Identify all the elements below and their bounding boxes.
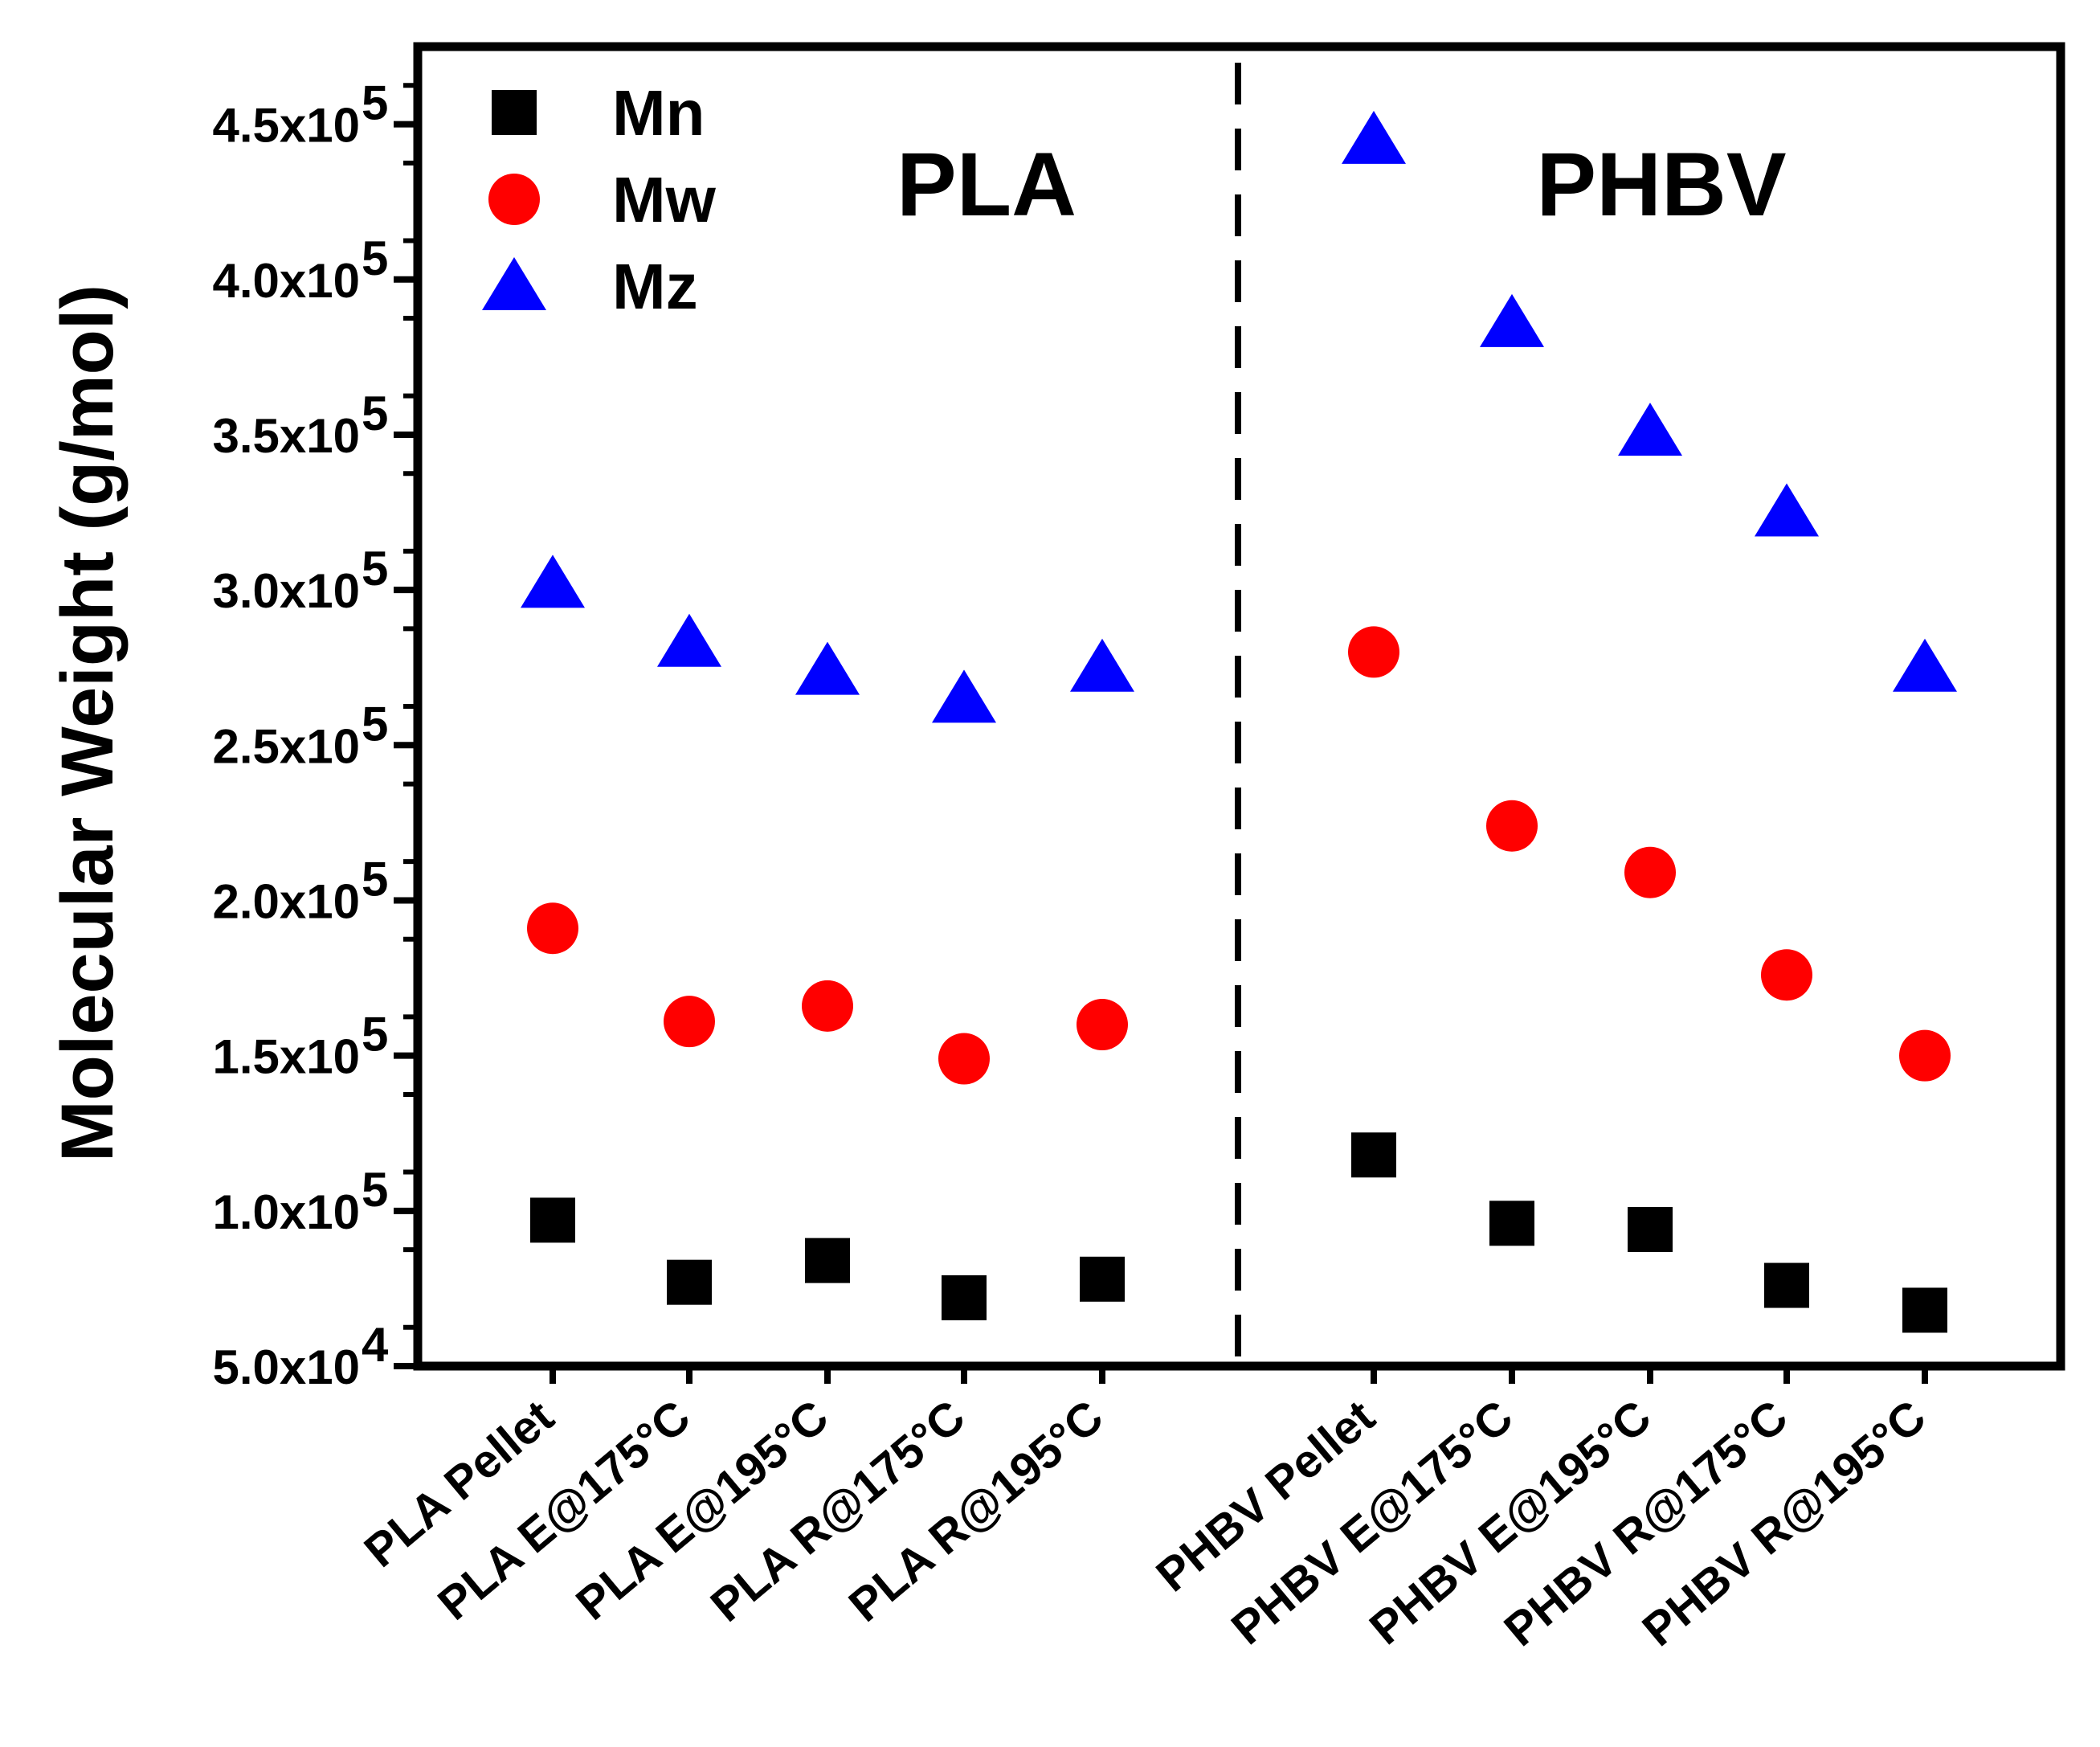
marker-mw — [1899, 1029, 1951, 1082]
y-tick-label: 5.0x10 — [212, 1340, 360, 1394]
marker-mn — [1902, 1287, 1947, 1333]
group-label-pla: PLA — [897, 134, 1077, 235]
y-tick-label: 3.0x10 — [212, 564, 360, 618]
marker-mw — [664, 996, 715, 1048]
y-axis-title: Molecular Weight (g/mol) — [47, 284, 129, 1162]
marker-mn — [1351, 1132, 1396, 1178]
marker-mn — [1489, 1201, 1534, 1246]
y-tick-exponent: 5 — [362, 542, 388, 595]
y-tick-label: 2.0x10 — [212, 874, 360, 928]
y-tick-label: 3.5x10 — [212, 409, 360, 463]
marker-mz — [657, 613, 721, 667]
marker-mz — [1342, 110, 1406, 164]
legend-marker-mw — [488, 174, 540, 225]
y-tick-exponent: 5 — [362, 852, 388, 906]
marker-mz — [521, 554, 585, 608]
group-label-phbv: PHBV — [1536, 134, 1786, 235]
marker-mz — [1893, 638, 1957, 692]
y-tick-label: 2.5x10 — [212, 719, 360, 773]
y-tick-exponent: 5 — [362, 231, 388, 285]
marker-mn — [942, 1275, 987, 1321]
marker-mw — [1624, 846, 1676, 898]
plot-frame — [413, 42, 2065, 1371]
legend-marker-mz — [482, 257, 546, 310]
legend: Mn Mw Mz — [482, 77, 717, 322]
y-tick-exponent: 5 — [362, 1008, 388, 1062]
y-tick-exponent: 5 — [362, 1163, 388, 1217]
legend-marker-mn — [492, 90, 537, 135]
marker-mz — [1480, 293, 1544, 347]
marker-mw — [938, 1033, 990, 1085]
y-tick-exponent: 5 — [362, 697, 388, 751]
marker-mw — [1486, 800, 1538, 852]
marker-mw — [1761, 949, 1812, 1001]
y-tick-exponent: 4 — [362, 1318, 389, 1372]
marker-mw — [527, 902, 578, 955]
marker-mn — [1628, 1207, 1673, 1253]
marker-mz — [1070, 638, 1134, 692]
legend-label-mz: Mz — [612, 251, 698, 322]
marker-mn — [805, 1238, 850, 1283]
marker-mz — [795, 641, 860, 695]
marker-mn — [1080, 1256, 1125, 1302]
marker-mn — [530, 1197, 575, 1243]
marker-mn — [667, 1259, 712, 1305]
y-tick-label: 1.0x10 — [212, 1185, 360, 1239]
marker-mw — [1348, 626, 1399, 678]
y-tick-exponent: 5 — [362, 387, 388, 440]
marker-mw — [1077, 999, 1128, 1051]
y-tick-label: 4.0x10 — [212, 254, 360, 308]
y-tick-exponent: 5 — [362, 76, 388, 130]
legend-label-mw: Mw — [612, 164, 717, 235]
marker-mz — [932, 669, 996, 723]
marker-mz — [1618, 403, 1682, 456]
y-tick-label: 1.5x10 — [212, 1030, 360, 1084]
data-markers — [521, 110, 1957, 1333]
marker-mw — [802, 980, 853, 1032]
legend-label-mn: Mn — [612, 77, 705, 149]
marker-mz — [1755, 483, 1819, 537]
y-tick-label: 4.5x10 — [212, 99, 360, 153]
y-tick-labels: 5.0x10 41.0x10 51.5x10 52.0x10 52.5x10 53.0x1… — [212, 76, 389, 1394]
marker-mn — [1764, 1262, 1809, 1308]
